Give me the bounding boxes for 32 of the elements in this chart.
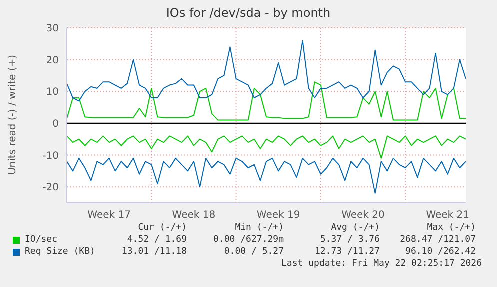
text: Min (-/+) bbox=[235, 223, 284, 233]
line-series bbox=[67, 136, 466, 159]
text: 268.47 /121.07 bbox=[400, 235, 476, 245]
text: Cur (-/+) bbox=[138, 223, 187, 233]
y-axis-title: Units read (-) / write (+) bbox=[8, 54, 18, 176]
text: 4.52 / 1.69 bbox=[127, 235, 187, 245]
legend-label: Req Size (KB) bbox=[25, 247, 96, 257]
x-tick-label: Week 19 bbox=[256, 210, 300, 222]
text: Last update: Fri May 22 02:25:17 2026 bbox=[282, 259, 482, 269]
text: Avg (-/+) bbox=[331, 223, 380, 233]
text: 12.73 /11.27 bbox=[314, 247, 380, 257]
line-series bbox=[67, 82, 466, 121]
text: 96.10 /262.42 bbox=[406, 247, 476, 257]
chart-title: IOs for /dev/sda - by month bbox=[165, 6, 332, 20]
x-tick-label: Week 21 bbox=[426, 210, 470, 222]
text: Max (-/+) bbox=[427, 223, 476, 233]
line-series bbox=[67, 40, 466, 102]
text: 0.00 / 5.27 bbox=[224, 247, 284, 257]
legend-label: IO/sec bbox=[25, 235, 58, 245]
y-tick-label: 30 bbox=[46, 24, 59, 35]
line-series bbox=[67, 158, 466, 194]
y-tick-label: 20 bbox=[46, 55, 59, 66]
y-tick-label: 10 bbox=[46, 87, 59, 98]
y-tick-label: 0 bbox=[52, 119, 59, 130]
y-tick-label: -10 bbox=[42, 150, 59, 162]
text: 13.01 /11.18 bbox=[122, 247, 187, 257]
text: 5.37 / 3.76 bbox=[320, 235, 380, 245]
y-tick-label: -20 bbox=[42, 182, 59, 194]
x-tick-label: Week 18 bbox=[172, 210, 216, 222]
x-tick-label: Week 20 bbox=[342, 210, 385, 222]
text: 0.00 /627.29m bbox=[214, 235, 284, 245]
x-tick-label: Week 17 bbox=[88, 210, 131, 222]
